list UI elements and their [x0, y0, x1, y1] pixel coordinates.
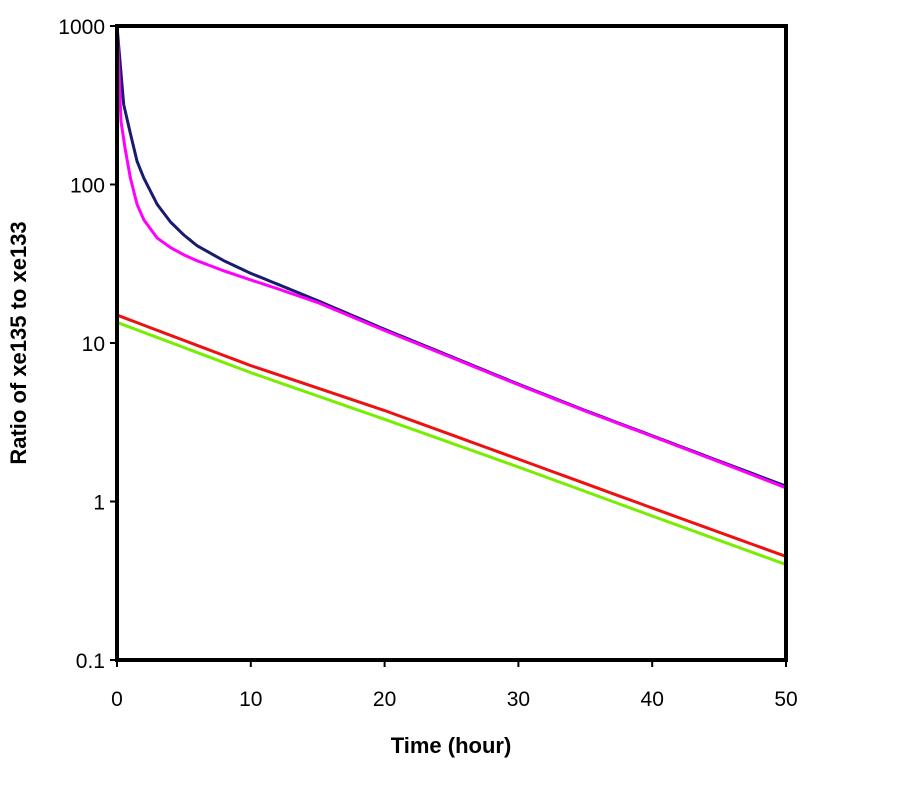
y-axis-title: Ratio of xe135 to xe133: [6, 221, 31, 464]
series-line-4: [116, 320, 787, 566]
y-tick-label: 1000: [58, 16, 105, 39]
y-tick-label: 0.1: [76, 650, 105, 673]
series-layer: [115, 25, 787, 566]
series-line-3: [116, 313, 787, 558]
x-tick-label: 40: [641, 688, 664, 711]
plot-area-frame: [115, 24, 788, 662]
x-tick-label: 10: [239, 688, 262, 711]
x-axis-title: Time (hour): [391, 733, 512, 758]
x-tick-label: 0: [111, 688, 123, 711]
y-axis-ticks: 0.1 1 10 100 1000: [58, 16, 117, 673]
x-tick-label: 30: [507, 688, 530, 711]
series-line-2: [115, 25, 787, 490]
x-tick-label: 20: [373, 688, 396, 711]
y-tick-label: 1: [93, 492, 105, 515]
y-tick-label: 100: [70, 175, 105, 198]
series-line-1: [115, 25, 787, 488]
y-tick-label: 10: [82, 333, 105, 356]
x-tick-label: 50: [774, 688, 797, 711]
x-axis-ticks: 0 10 20 30 40 50: [111, 660, 798, 711]
